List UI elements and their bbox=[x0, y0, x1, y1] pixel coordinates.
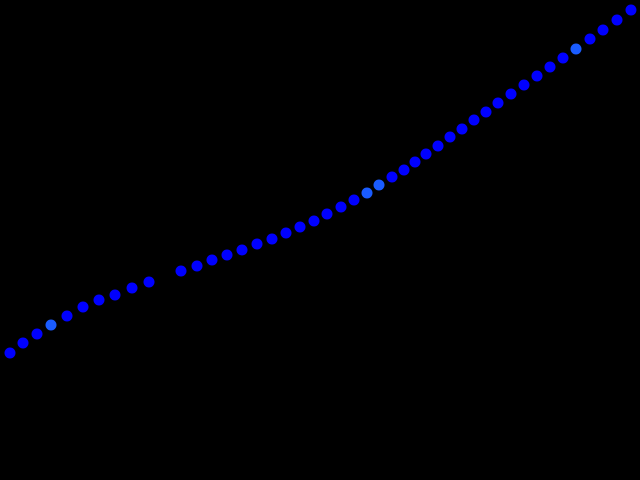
dot bbox=[409, 156, 421, 168]
dot bbox=[294, 221, 306, 233]
dot bbox=[456, 123, 468, 135]
dot bbox=[191, 260, 203, 272]
dot bbox=[77, 301, 89, 313]
dot bbox=[361, 187, 373, 199]
dot bbox=[143, 276, 155, 288]
dot bbox=[335, 201, 347, 213]
dot bbox=[480, 106, 492, 118]
dot bbox=[373, 179, 385, 191]
dot bbox=[126, 282, 138, 294]
dot bbox=[420, 148, 432, 160]
dot bbox=[236, 244, 248, 256]
dot-trail bbox=[4, 4, 637, 359]
dot bbox=[109, 289, 121, 301]
dot bbox=[251, 238, 263, 250]
dot bbox=[266, 233, 278, 245]
dot bbox=[175, 265, 187, 277]
dot bbox=[386, 171, 398, 183]
dot bbox=[444, 131, 456, 143]
dot bbox=[31, 328, 43, 340]
dot bbox=[570, 43, 582, 55]
dot bbox=[557, 52, 569, 64]
dot bbox=[308, 215, 320, 227]
dot bbox=[625, 4, 637, 16]
dot bbox=[611, 14, 623, 26]
dot bbox=[432, 140, 444, 152]
dot bbox=[17, 337, 29, 349]
dot bbox=[280, 227, 292, 239]
dot bbox=[45, 319, 57, 331]
dot bbox=[221, 249, 233, 261]
dot bbox=[492, 97, 504, 109]
dot bbox=[4, 347, 16, 359]
dot bbox=[531, 70, 543, 82]
dot bbox=[93, 294, 105, 306]
dot bbox=[61, 310, 73, 322]
dot bbox=[584, 33, 596, 45]
dot bbox=[206, 254, 218, 266]
dot bbox=[544, 61, 556, 73]
dot bbox=[518, 79, 530, 91]
dot bbox=[468, 114, 480, 126]
dot bbox=[597, 24, 609, 36]
dot bbox=[505, 88, 517, 100]
dot bbox=[321, 208, 333, 220]
dot bbox=[348, 194, 360, 206]
dot bbox=[398, 164, 410, 176]
